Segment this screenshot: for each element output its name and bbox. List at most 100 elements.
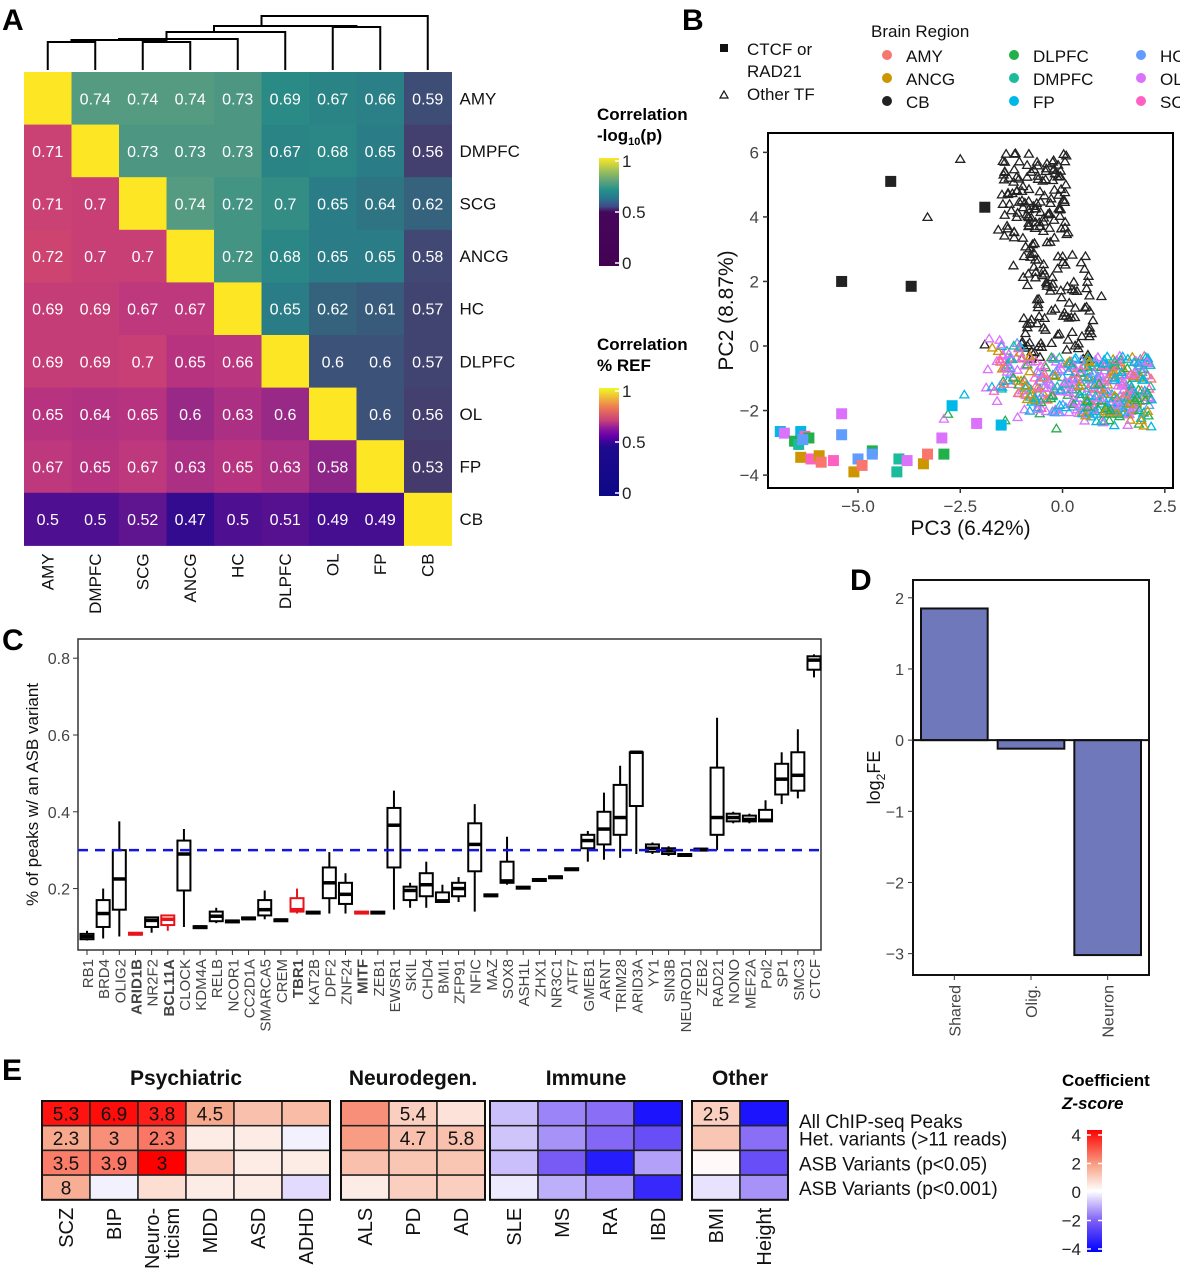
- x-tick-label: TBR1: [290, 959, 307, 998]
- cell-annotation: 5.4: [400, 1104, 427, 1125]
- enrichment-cell: [41, 1174, 91, 1201]
- cell-value-label: 0.73: [222, 91, 253, 108]
- ctcf-rad21-point: [905, 280, 917, 292]
- enrichment-cell: [281, 1149, 331, 1176]
- heatmap-cell: [24, 387, 72, 441]
- other-tf-point: [1024, 405, 1036, 415]
- x-tick-label: ASH1L: [516, 959, 533, 1007]
- enrichment-cell: [585, 1124, 635, 1152]
- enrichment-cell: [388, 1124, 438, 1152]
- other-tf-point: [1089, 390, 1102, 400]
- other-tf-point: [1013, 156, 1025, 166]
- heatmap-cell: [356, 229, 405, 283]
- other-tf-point: [1053, 328, 1066, 338]
- other-tf-point: [1063, 406, 1075, 417]
- cell-value-label: 0.6: [322, 354, 344, 371]
- other-tf-point: [1079, 302, 1091, 312]
- heatmap-cell: [356, 335, 405, 389]
- heatmap-cell: [261, 177, 310, 231]
- column-label: DLPFC: [276, 553, 295, 609]
- other-tf-point: [1032, 173, 1044, 183]
- other-tf-point: [1068, 398, 1080, 409]
- other-tf-point: [1010, 171, 1023, 181]
- group-title: Psychiatric: [130, 1067, 242, 1090]
- colorbar-tick-label: 0: [1072, 1183, 1081, 1202]
- other-tf-point: [1085, 327, 1098, 338]
- group-title: Other: [712, 1067, 768, 1090]
- panel-label-a: A: [2, 4, 24, 37]
- other-tf-point: [1027, 394, 1040, 404]
- enrichment-cell: [340, 1100, 390, 1127]
- ctcf-rad21-point: [852, 453, 864, 465]
- column-label: AD: [451, 1208, 473, 1236]
- other-tf-point: [1142, 369, 1154, 380]
- heatmap-cell: [404, 492, 452, 546]
- column-label: Neuro-: [142, 1208, 164, 1269]
- other-tf-point: [1059, 216, 1071, 226]
- other-tf-point: [1109, 399, 1121, 409]
- other-tf-point: [1022, 268, 1035, 278]
- other-tf-point: [1011, 364, 1024, 374]
- heatmap-cell: [214, 335, 262, 389]
- other-tf-point: [995, 340, 1008, 351]
- enrichment-cell: [436, 1149, 486, 1176]
- box: [176, 839, 192, 892]
- x-tick-label: −2.5: [943, 497, 977, 516]
- other-tf-point: [1061, 344, 1073, 354]
- enrichment-cell: [489, 1149, 539, 1176]
- other-tf-point: [1028, 372, 1041, 382]
- other-tf-point: [1075, 354, 1087, 364]
- enrichment-cell: [388, 1174, 438, 1201]
- column-label: IBD: [648, 1208, 670, 1241]
- enrichment-cell: [281, 1124, 331, 1152]
- other-tf-point: [996, 363, 1008, 373]
- other-tf-point: [1076, 379, 1088, 389]
- other-tf-point: [954, 153, 966, 163]
- other-tf-point: [983, 333, 995, 343]
- heatmap-cell: [356, 72, 405, 126]
- cell-value-label: 0.67: [127, 460, 158, 477]
- enrichment-cell: [340, 1174, 390, 1201]
- column-label: ALS: [355, 1208, 377, 1246]
- other-tf-point: [992, 224, 1004, 234]
- triangle-points: [921, 147, 1158, 433]
- other-tf-point: [1090, 415, 1103, 426]
- other-tf-point: [1142, 387, 1154, 397]
- heatmap-cell: [119, 229, 167, 283]
- other-tf-point: [1145, 373, 1157, 383]
- other-tf-point: [1024, 350, 1036, 361]
- other-tf-point: [1121, 362, 1134, 373]
- other-tf-point: [1082, 361, 1094, 371]
- cell-value-label: 0.56: [412, 144, 443, 161]
- other-tf-point: [1011, 211, 1023, 222]
- heatmap-cell: [404, 282, 452, 336]
- heatmap-cell: [309, 387, 357, 441]
- other-tf-point: [1002, 223, 1014, 233]
- heatmap-cell: [71, 229, 120, 283]
- box-chd4: [418, 861, 434, 908]
- other-tf-point: [1046, 405, 1059, 416]
- cell-value-label: 0.74: [127, 91, 158, 108]
- other-tf-point: [1024, 242, 1036, 253]
- x-tick-label: SMARCA5: [258, 959, 275, 1032]
- dendrogram-link: [46, 41, 97, 70]
- heatmap-cell: [71, 492, 120, 546]
- other-tf-point: [942, 408, 954, 418]
- panel-label-e: E: [2, 1054, 22, 1087]
- other-tf-point: [1144, 359, 1156, 369]
- ctcf-rad21-point: [813, 450, 825, 462]
- heatmap-cell: [166, 229, 215, 283]
- other-tf-point: [1025, 388, 1037, 398]
- cell-value-label: 0.65: [270, 302, 301, 319]
- other-tf-point: [1084, 374, 1096, 384]
- other-tf-point: [1108, 356, 1121, 366]
- heatmap-cell: [261, 492, 310, 546]
- colorbar: [1087, 1130, 1102, 1252]
- row-label: DLPFC: [460, 352, 516, 371]
- cell-value-label: 0.73: [127, 144, 158, 161]
- cell-value-label: 0.53: [412, 460, 443, 477]
- other-tf-point: [1072, 342, 1084, 353]
- row-label: HC: [460, 300, 485, 319]
- x-tick-label: NR2F2: [145, 959, 162, 1007]
- ctcf-rad21-point: [803, 432, 815, 444]
